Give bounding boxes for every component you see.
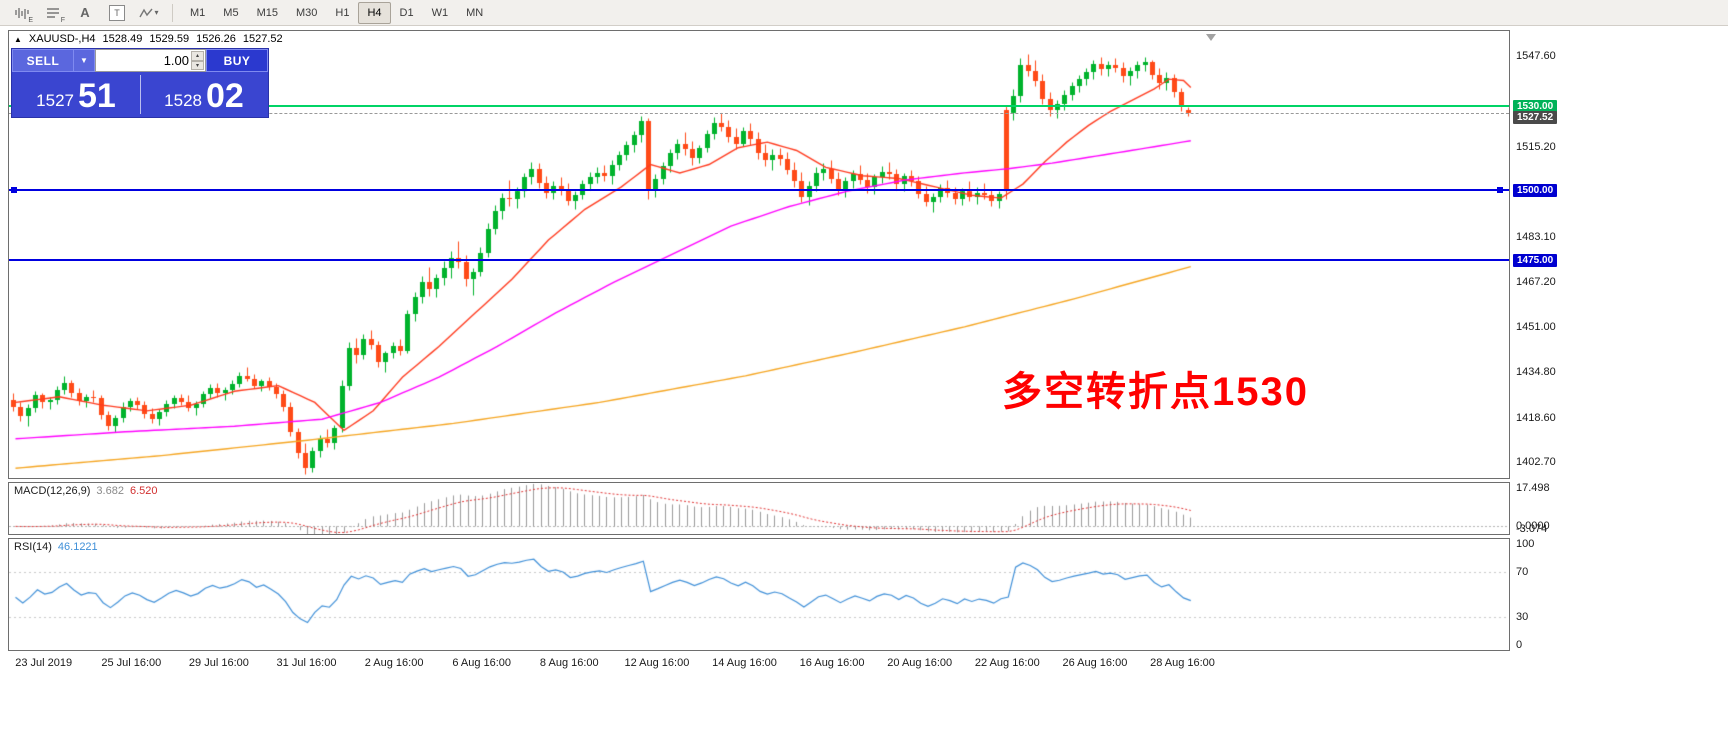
- chart-area: ▲ XAUUSD-,H4 1528.49 1529.59 1526.26 152…: [0, 27, 1728, 744]
- price-chart-panel[interactable]: ▲ XAUUSD-,H4 1528.49 1529.59 1526.26 152…: [8, 30, 1510, 479]
- rsi-panel[interactable]: RSI(14) 46.1221: [8, 538, 1510, 651]
- rsi-canvas[interactable]: [9, 539, 1509, 650]
- sell-price-pips: 51: [78, 77, 116, 115]
- buy-button[interactable]: BUY: [206, 49, 268, 72]
- macd-axis-label: -3.074: [1516, 523, 1548, 535]
- volume-stepper: ▴ ▾: [191, 51, 204, 70]
- one-click-trading-widget: SELL ▼ ▴ ▾ BUY 1527 51: [11, 48, 269, 118]
- sell-quote[interactable]: 1527 51: [12, 72, 140, 117]
- rsi-label: RSI(14) 46.1221: [14, 541, 98, 553]
- time-axis[interactable]: 23 Jul 2019 25 Jul 16:00 29 Jul 16:00 31 Ju…: [8, 653, 1510, 675]
- price-axis[interactable]: 1530.00 1500.00 1475.00 1527.52 1547.60 1515.…: [1512, 27, 1602, 682]
- horizontal-line-1530.00[interactable]: [9, 104, 1509, 107]
- object-list-icon[interactable]: F: [40, 2, 66, 24]
- price-axis-label: 1434.80: [1516, 366, 1556, 379]
- volume-input[interactable]: [98, 51, 191, 70]
- time-axis-label: 22 Aug 16:00: [974, 657, 1040, 669]
- macd-canvas[interactable]: [9, 483, 1509, 534]
- price-axis-label: 1467.20: [1516, 275, 1556, 288]
- price-tag-1500.00: 1500.00: [1513, 183, 1558, 197]
- current-price-line: [9, 112, 1509, 114]
- time-axis-label: 23 Jul 2019: [15, 657, 73, 669]
- open-value: 1528.49: [102, 33, 143, 45]
- timeframe-button-H4[interactable]: H4: [358, 1, 391, 24]
- high-value: 1529.59: [149, 33, 190, 45]
- price-axis-label: 1402.70: [1516, 456, 1556, 469]
- time-axis-label: 8 Aug 16:00: [539, 657, 599, 669]
- time-axis-label: 16 Aug 16:00: [799, 657, 865, 669]
- macd-label: MACD(12,26,9) 3.682 6.520: [14, 485, 158, 497]
- chevron-down-icon: ▾: [154, 8, 159, 17]
- text-label-icon[interactable]: A: [80, 5, 90, 20]
- macd-main-value: 3.682: [96, 485, 124, 497]
- annotation-text[interactable]: 多空转折点1530: [1002, 370, 1309, 414]
- timeframe-button-M5[interactable]: M5: [223, 6, 239, 19]
- price-quote-row: 1527 51 1528 02: [12, 72, 268, 117]
- buy-price-main: 1528: [164, 91, 202, 110]
- toolbar-separator: [172, 3, 173, 22]
- volume-decrement-button[interactable]: ▾: [191, 60, 204, 70]
- buy-price-pips: 02: [206, 77, 244, 115]
- timeframe-button-W1[interactable]: W1: [431, 6, 449, 19]
- volume-increment-button[interactable]: ▴: [191, 51, 204, 61]
- time-axis-label: 2 Aug 16:00: [364, 657, 424, 669]
- time-axis-label: 6 Aug 16:00: [452, 657, 512, 669]
- macd-axis-label: 17.498: [1516, 482, 1550, 494]
- horizontal-line-1475.00[interactable]: [9, 258, 1509, 261]
- ohlc-readout: ▲ XAUUSD-,H4 1528.49 1529.59 1526.26 152…: [14, 33, 283, 45]
- price-axis-label: 1483.10: [1516, 231, 1556, 243]
- macd-axis-label: 0.0000: [1516, 520, 1550, 533]
- line-handle-right[interactable]: [1497, 186, 1503, 193]
- line-handle-left[interactable]: [11, 186, 17, 193]
- price-axis-label: 1515.20: [1516, 141, 1556, 154]
- text-box-icon[interactable]: T: [104, 2, 130, 24]
- price-tag-1475.00: 1475.00: [1513, 253, 1558, 267]
- icon-badge-f: F: [60, 16, 65, 24]
- timeframe-button-MN[interactable]: MN: [466, 6, 484, 19]
- current-price-tag: 1527.52: [1513, 110, 1558, 124]
- price-axis-label: 1547.60: [1516, 50, 1556, 63]
- macd-signal-value: 6.520: [129, 485, 158, 497]
- timeframe-button-M1[interactable]: M1: [190, 6, 206, 19]
- direction-arrow: ▲: [14, 35, 22, 44]
- close-value: 1527.52: [242, 33, 283, 45]
- rsi-axis-label: 100: [1516, 538, 1535, 550]
- price-axis-label: 1418.60: [1516, 411, 1556, 424]
- time-axis-label: 31 Jul 16:00: [276, 657, 337, 669]
- time-axis-label: 26 Aug 16:00: [1062, 657, 1128, 669]
- rsi-value: 46.1221: [57, 541, 98, 553]
- buy-quote[interactable]: 1528 02: [140, 72, 268, 117]
- icon-badge-e: E: [28, 16, 33, 24]
- time-axis-label: 29 Jul 16:00: [188, 657, 249, 669]
- macd-panel[interactable]: MACD(12,26,9) 3.682 6.520: [8, 482, 1510, 535]
- timeframe-button-D1[interactable]: D1: [399, 6, 414, 19]
- volume-field-wrap: ▴ ▾: [95, 49, 206, 72]
- chart-shift-marker[interactable]: [1206, 34, 1216, 41]
- timeframe-button-H1[interactable]: H1: [335, 6, 350, 19]
- time-axis-label: 25 Jul 16:00: [101, 657, 162, 669]
- sell-button[interactable]: SELL: [12, 49, 74, 72]
- price-tag-1530.00: 1530.00: [1513, 99, 1558, 113]
- toolbar: E F A T ▾ M1 M5 M15 M30 H1 H4 D1 W1 MN: [0, 0, 1728, 26]
- rsi-axis-label: 30: [1516, 610, 1529, 623]
- timeframe-button-M30[interactable]: M30: [295, 6, 318, 19]
- quote-divider: [140, 75, 141, 114]
- rsi-axis-label: 70: [1516, 566, 1529, 579]
- price-axis-label: 1451.00: [1516, 320, 1556, 333]
- time-axis-label: 14 Aug 16:00: [712, 657, 777, 669]
- horizontal-line-1500.00[interactable]: [9, 188, 1509, 191]
- volume-dropdown[interactable]: ▼: [74, 49, 95, 72]
- time-axis-label: 28 Aug 16:00: [1150, 657, 1215, 669]
- indicator-chart-icon[interactable]: E: [8, 2, 34, 24]
- timeframe-bar: M1 M5 M15 M30 H1 H4 D1 W1 MN: [181, 1, 492, 24]
- time-axis-label: 20 Aug 16:00: [887, 657, 953, 669]
- symbol-period: XAUUSD-,H4: [28, 33, 96, 45]
- timeframe-button-M15[interactable]: M15: [256, 6, 278, 19]
- low-value: 1526.26: [196, 33, 236, 45]
- sell-price-main: 1527: [36, 91, 74, 110]
- rsi-axis-label: 0: [1516, 639, 1523, 651]
- line-style-dropdown-icon[interactable]: ▾: [136, 2, 162, 24]
- time-axis-label: 12 Aug 16:00: [624, 657, 690, 669]
